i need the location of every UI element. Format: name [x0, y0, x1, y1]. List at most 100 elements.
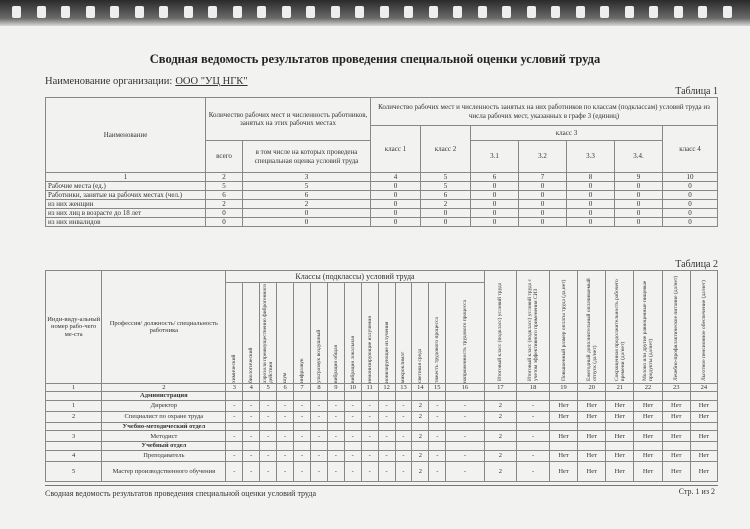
cell-value: - — [225, 410, 244, 423]
cell-value: - — [276, 410, 295, 423]
cell-value: 0 — [242, 217, 371, 228]
column-number: 4 — [370, 171, 421, 183]
cell-value: Нет — [605, 430, 635, 443]
cell-value: - — [326, 399, 345, 412]
profession: Методист — [101, 430, 227, 443]
cell-value: 6 — [242, 190, 371, 201]
cell-value: Нет — [633, 410, 663, 423]
cell-value: 0 — [614, 199, 663, 210]
footer-divider — [45, 485, 718, 486]
header-factor-text: ионизирующие излучения — [383, 321, 390, 383]
header-factor-text: вибрация общая — [332, 344, 339, 383]
cell-value: - — [377, 449, 396, 462]
header-factor: инфразвук — [293, 282, 311, 384]
cell-value: - — [516, 410, 550, 423]
column-number: 1 — [45, 171, 206, 183]
header-extra-text: Итоговый класс (подкласс) условий труда — [497, 282, 504, 381]
binding-hole — [502, 6, 511, 18]
binding-hole — [575, 6, 585, 18]
section-title: Учебно-методический отдел — [101, 421, 227, 432]
header-factor-text: напряженность трудового процесса — [461, 299, 468, 383]
cell-value: - — [394, 449, 413, 462]
cell-value: - — [276, 430, 295, 443]
binding-strip — [0, 0, 750, 26]
column-number: 8 — [310, 382, 328, 393]
header-class3: класс 3 — [470, 125, 663, 141]
cell-value: - — [276, 399, 295, 412]
cell-value: Нет — [577, 399, 607, 412]
cell-value: Нет — [548, 399, 579, 412]
cell-value: Нет — [577, 410, 607, 423]
cell-value: 6 — [420, 190, 471, 201]
binding-hole — [698, 6, 707, 18]
cell-value: - — [242, 410, 261, 423]
profession: Директор — [101, 399, 227, 412]
column-numbers: 1 2 3 4 5 6 7 8 9 10 — [45, 171, 718, 183]
header-sub: 3.2 — [518, 140, 567, 173]
header-extra-text: Лечебно-профилактическое питание (да/нет… — [673, 275, 680, 381]
column-number: 5 — [420, 171, 471, 183]
cell-value: 0 — [518, 190, 567, 201]
binding-hole — [526, 6, 536, 18]
cell-value: Нет — [689, 399, 719, 412]
cell-value: - — [293, 449, 311, 462]
cell-value: 2 — [483, 410, 518, 423]
cell-value: - — [259, 410, 278, 423]
section-row: Администрация — [44, 391, 719, 401]
cell-value: - — [428, 430, 447, 443]
cell-value: 2 — [483, 430, 518, 443]
header-factor-text: микроклимат — [400, 351, 407, 383]
cell-value: - — [343, 449, 362, 462]
header-extra: Итоговый класс (подкласс) условий труда — [483, 270, 518, 384]
page-number: Стр. 1 из 2 — [678, 487, 715, 496]
cell-value: Нет — [605, 449, 635, 462]
footer-text: Сводная ведомость результатов проведения… — [45, 489, 317, 498]
column-number: 21 — [605, 382, 635, 393]
cell-value: 2 — [411, 449, 430, 462]
cell-value: Нет — [661, 430, 691, 443]
cell-value: - — [428, 410, 447, 423]
column-number: 10 — [343, 382, 362, 393]
header-factor-text: инфразвук — [299, 358, 306, 383]
cell-value: - — [259, 460, 278, 482]
binding-hole — [600, 6, 609, 18]
cell-value: - — [343, 399, 362, 412]
header-sub: 3.3 — [566, 140, 615, 173]
cell-value: - — [394, 460, 413, 482]
cell-value: 0 — [518, 208, 567, 219]
cell-value: - — [326, 410, 345, 423]
cell-value: - — [377, 430, 396, 443]
cell-value: - — [293, 430, 311, 443]
table-row: Работники, занятые на рабочих местах (че… — [45, 190, 718, 201]
cell-value: 0 — [205, 217, 243, 228]
cell-value: 0 — [614, 181, 663, 192]
binding-hole — [428, 6, 438, 18]
cell-value: - — [445, 399, 485, 412]
table-row: 5 Мастер производственного обучения - - - - - -… — [44, 460, 719, 482]
binding-hole — [281, 6, 291, 18]
cell-value: - — [310, 449, 328, 462]
header-extra: Ежегодный дополнительный оплачиваемый от… — [577, 270, 607, 384]
org-name: ООО "УЦ НГК" — [175, 76, 248, 87]
cell-value: - — [276, 449, 295, 462]
cell-value: 0 — [614, 208, 663, 219]
column-number: 24 — [689, 382, 719, 393]
header-sub: 3.1 — [470, 140, 519, 173]
header-assessed: в том числе на которых проведена специал… — [242, 140, 371, 173]
cell-value: Нет — [689, 449, 719, 462]
column-number: 6 — [276, 382, 295, 393]
binding-hole — [306, 6, 315, 18]
cell-value: 0 — [566, 208, 615, 219]
cell-value: - — [516, 460, 550, 482]
column-number: 14 — [411, 382, 430, 393]
table-row: из них женщин 2 2 0 2 0 0 0 0 0 — [45, 199, 718, 210]
workplace-table: Инди-виду-альный номер рабо-чего ме-ста П… — [44, 270, 719, 482]
cell-value: 0 — [614, 190, 663, 201]
header-extra-text: Молоко или другие равноценные пищевые пр… — [642, 280, 655, 381]
cell-value: 2 — [483, 399, 518, 412]
header-extra-text: Итоговый класс (подкласс) условий труда … — [527, 279, 540, 381]
table-row: 1 Директор - - - - - - - - - - -2- -2- Нет Нет Нет Нет Нет… — [44, 399, 719, 412]
cell-value: - — [360, 430, 379, 443]
workplace-id: 2 — [44, 410, 103, 423]
header-factor: аэрозоли преимущественно фиброгенного де… — [259, 282, 278, 384]
